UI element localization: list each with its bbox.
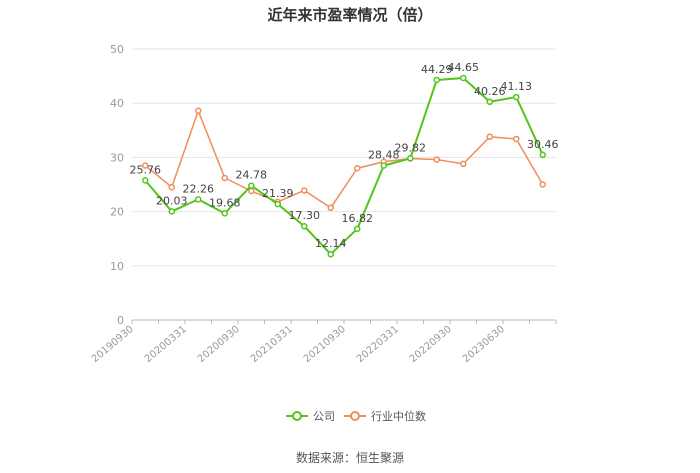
- series-line-industry-median: [144, 110, 544, 209]
- data-label: 16.82: [342, 212, 374, 225]
- data-point: [433, 156, 440, 163]
- data-point: [513, 135, 520, 143]
- legend: 公司 行业中位数: [286, 409, 426, 423]
- y-tick-label: 0: [117, 314, 124, 327]
- data-label: 22.26: [183, 182, 215, 195]
- data-label: 25.76: [130, 163, 162, 176]
- data-point: [513, 93, 520, 101]
- y-tick-label: 40: [110, 97, 124, 110]
- data-point: [168, 208, 175, 215]
- data-point: [142, 162, 149, 169]
- data-point: [433, 76, 440, 84]
- data-point: [248, 187, 255, 195]
- x-tick-label: 20220930: [408, 324, 454, 365]
- data-point: [380, 162, 387, 169]
- data-point: [142, 177, 149, 184]
- series-line-company: [144, 76, 544, 256]
- data-label: 19.68: [209, 196, 241, 209]
- legend-item-industry-median: 行业中位数: [344, 409, 426, 423]
- data-point: [327, 250, 334, 258]
- x-tick-label: 20190930: [90, 324, 136, 365]
- data-point: [354, 225, 361, 233]
- data-label: 21.39: [262, 187, 294, 200]
- x-tick-label: 20200331: [143, 324, 189, 365]
- y-tick-label: 50: [110, 43, 124, 56]
- data-point: [486, 133, 493, 141]
- data-point: [354, 164, 361, 172]
- legend-label: 公司: [313, 410, 335, 423]
- data-label: 29.82: [395, 141, 427, 154]
- data-label: 24.78: [236, 169, 268, 182]
- data-point: [460, 74, 467, 82]
- x-tick-label: 20220331: [355, 324, 401, 365]
- source-note: 数据来源：恒生聚源: [295, 451, 404, 465]
- data-point: [195, 107, 202, 115]
- data-point: [486, 98, 493, 106]
- data-point: [301, 187, 308, 194]
- data-label: 30.46: [527, 138, 559, 151]
- data-label: 44.29: [421, 63, 453, 76]
- legend-marker-icon: [292, 411, 302, 421]
- y-tick-label: 10: [110, 260, 124, 273]
- data-point: [539, 181, 546, 188]
- data-point: [195, 196, 202, 203]
- chart-title: 近年来市盈率情况（倍）: [267, 6, 433, 24]
- data-point: [274, 200, 281, 208]
- data-label: 17.30: [289, 209, 321, 222]
- data-label: 44.65: [448, 61, 480, 74]
- y-tick-label: 30: [110, 151, 124, 164]
- data-point: [460, 160, 467, 168]
- x-tick-label: 20210331: [249, 324, 295, 365]
- data-point: [539, 151, 546, 159]
- data-label: 41.13: [501, 80, 533, 93]
- legend-item-company: 公司: [286, 410, 335, 423]
- data-label: 40.26: [474, 85, 506, 98]
- grid-lines: [132, 48, 556, 267]
- series-layer: [142, 74, 546, 258]
- data-point: [248, 182, 255, 189]
- y-tick-label: 20: [110, 206, 124, 219]
- data-label: 12.14: [315, 237, 347, 250]
- data-point: [327, 204, 334, 212]
- data-point: [221, 210, 228, 217]
- y-axis: 0 10 20 30 40 50: [110, 43, 124, 327]
- data-label: 20.03: [156, 194, 188, 207]
- data-point: [221, 174, 228, 182]
- x-axis: 20190930 20200331 20200930 20210331 20210930…: [90, 319, 557, 365]
- data-label: 28.48: [368, 149, 400, 162]
- data-point: [301, 222, 308, 230]
- x-tick-label: 20230630: [461, 324, 507, 365]
- data-point: [168, 183, 175, 191]
- x-tick-label: 20200930: [196, 324, 242, 365]
- legend-marker-icon: [350, 411, 360, 421]
- x-tick-label: 20210930: [302, 324, 348, 365]
- legend-label: 行业中位数: [371, 409, 426, 423]
- data-point: [407, 155, 414, 162]
